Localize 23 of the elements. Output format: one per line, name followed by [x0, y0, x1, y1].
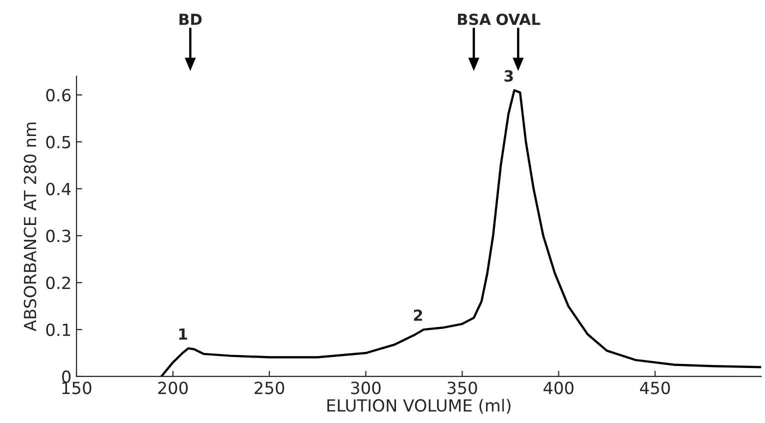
- x-tick-label: 400: [544, 382, 574, 394]
- ref-line-label: BD: [180, 14, 202, 25]
- annotation: 1: [179, 328, 188, 340]
- line-series: [160, 89, 762, 376]
- y-axis-title: ABSORBANCE AT 280 nm: [24, 122, 36, 332]
- y-tick-label: 0.3: [46, 230, 70, 242]
- x-tick-label: 150: [62, 382, 92, 394]
- ref-line-label: BSA: [458, 14, 491, 26]
- ref-line-label: OVAL: [496, 14, 540, 26]
- x-tick-label: 350: [448, 382, 478, 394]
- y-tick-label: 0.4: [46, 182, 71, 196]
- y-tick-label: 0: [62, 370, 71, 384]
- y-tick-label: 0.1: [46, 324, 70, 336]
- x-tick-label: 200: [158, 382, 188, 394]
- annotation: 3: [504, 70, 513, 82]
- x-tick-label: 300: [351, 382, 381, 394]
- y-tick-label: 0.5: [46, 136, 70, 148]
- x-axis-title: ELUTION VOLUME (ml): [327, 398, 510, 414]
- annotation: 2: [414, 309, 422, 321]
- y-tick-label: 0.2: [46, 276, 70, 290]
- x-tick-label: 450: [640, 382, 670, 394]
- x-tick-label: 250: [254, 382, 284, 394]
- y-tick-label: 0.6: [46, 88, 71, 102]
